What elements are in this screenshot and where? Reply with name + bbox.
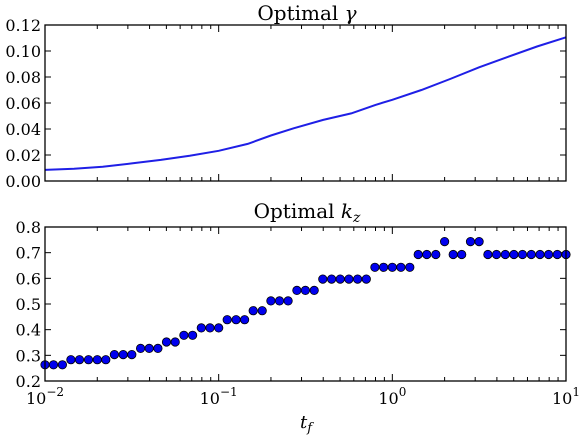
kz-point	[431, 249, 441, 260]
kz-point	[127, 349, 137, 360]
top-ytick-label: 0.08	[5, 68, 41, 87]
kz-point	[179, 330, 189, 340]
bottom-ytick-label: 0.7	[16, 244, 41, 263]
kz-point	[318, 274, 328, 284]
kz-point	[118, 349, 128, 360]
kz-point	[257, 306, 267, 316]
kz-point	[292, 285, 302, 295]
kz-point	[387, 262, 397, 272]
top-ytick-label: 0.04	[5, 120, 41, 139]
bottom-ytick-label: 0.6	[16, 269, 41, 288]
kz-point	[248, 306, 258, 316]
bottom-xtick-label: 100	[378, 385, 406, 408]
top-ytick-label: 0.12	[5, 16, 41, 35]
kz-point	[222, 315, 232, 325]
kz-point	[57, 360, 68, 370]
kz-point	[231, 315, 241, 325]
kz-point	[422, 249, 432, 260]
kz-point	[48, 360, 59, 370]
kz-point	[552, 249, 562, 260]
kz-point	[344, 274, 354, 284]
kz-point	[283, 296, 293, 306]
kz-point	[74, 355, 85, 365]
kz-point	[361, 274, 371, 284]
kz-point	[309, 285, 319, 295]
kz-point	[405, 262, 415, 272]
kz-point	[378, 262, 389, 272]
kz-point	[543, 249, 554, 260]
kz-point	[170, 337, 180, 347]
bottom-xtick-label: 101	[552, 385, 580, 408]
kz-point	[448, 249, 458, 260]
kz-point	[161, 337, 172, 347]
top-x-tick-marks	[44, 25, 567, 181]
kz-point	[92, 355, 102, 365]
bottom-x-ticks: 10−2 10−1 100 101	[26, 227, 580, 408]
kz-point	[196, 323, 206, 333]
kz-point	[335, 274, 345, 284]
kz-point	[66, 355, 76, 365]
kz-point	[188, 330, 198, 340]
bottom-ytick-label: 0.8	[16, 218, 41, 237]
kz-point	[240, 315, 250, 325]
kz-scatter-points	[40, 237, 571, 370]
kz-point	[266, 296, 276, 306]
top-ytick-label: 0.06	[5, 94, 41, 113]
kz-point	[465, 237, 476, 247]
bottom-ytick-label: 0.3	[16, 346, 41, 365]
kz-point	[352, 274, 363, 284]
bottom-panel: Optimal kz 0.20.30.40.50.60.70.8 10−2 10−…	[16, 199, 580, 436]
kz-point	[457, 249, 467, 260]
kz-point	[83, 355, 94, 365]
kz-point	[205, 323, 215, 333]
kz-point	[396, 262, 406, 272]
bottom-ytick-label: 0.2	[16, 372, 41, 391]
top-ytick-label: 0.02	[5, 146, 41, 165]
kz-point	[300, 285, 310, 295]
kz-point	[109, 349, 120, 360]
bottom-xtick-label: 10−1	[200, 385, 238, 408]
gamma-line	[44, 36, 567, 171]
top-panel: Optimal γ 0.00 0.02 0.04 0.06 0.08 0.10 0.12	[5, 1, 567, 191]
top-ytick-label: 0.00	[5, 172, 41, 191]
top-y-ticks: 0.00 0.02 0.04 0.06 0.08 0.10 0.12	[5, 16, 566, 191]
kz-point	[535, 249, 545, 260]
kz-point	[500, 249, 510, 260]
kz-point	[144, 343, 154, 353]
kz-point	[370, 262, 380, 272]
top-chart-title: Optimal γ	[257, 1, 356, 25]
kz-point	[101, 355, 111, 365]
top-plot-frame	[44, 24, 567, 182]
kz-point	[153, 343, 163, 353]
kz-point	[413, 249, 423, 260]
kz-point	[491, 249, 502, 260]
kz-point	[474, 237, 484, 247]
bottom-ytick-label: 0.4	[16, 321, 41, 340]
x-axis-label: tf	[300, 412, 314, 436]
bottom-chart-title: Optimal kz	[254, 199, 361, 226]
kz-point	[274, 296, 285, 306]
bottom-ytick-label: 0.5	[16, 295, 41, 314]
kz-point	[136, 343, 146, 353]
bottom-y-ticks: 0.2 0.3 0.4 0.5 0.6 0.7 0.8	[16, 218, 566, 391]
kz-point	[526, 249, 536, 260]
bottom-xtick-label: 10−2	[26, 385, 64, 408]
kz-point	[214, 323, 224, 333]
kz-point	[509, 249, 519, 260]
kz-point	[483, 249, 493, 260]
kz-point	[439, 237, 450, 247]
kz-point	[326, 274, 337, 284]
bottom-plot-frame	[44, 226, 567, 382]
kz-point	[517, 249, 528, 260]
top-ytick-label: 0.10	[5, 42, 41, 61]
